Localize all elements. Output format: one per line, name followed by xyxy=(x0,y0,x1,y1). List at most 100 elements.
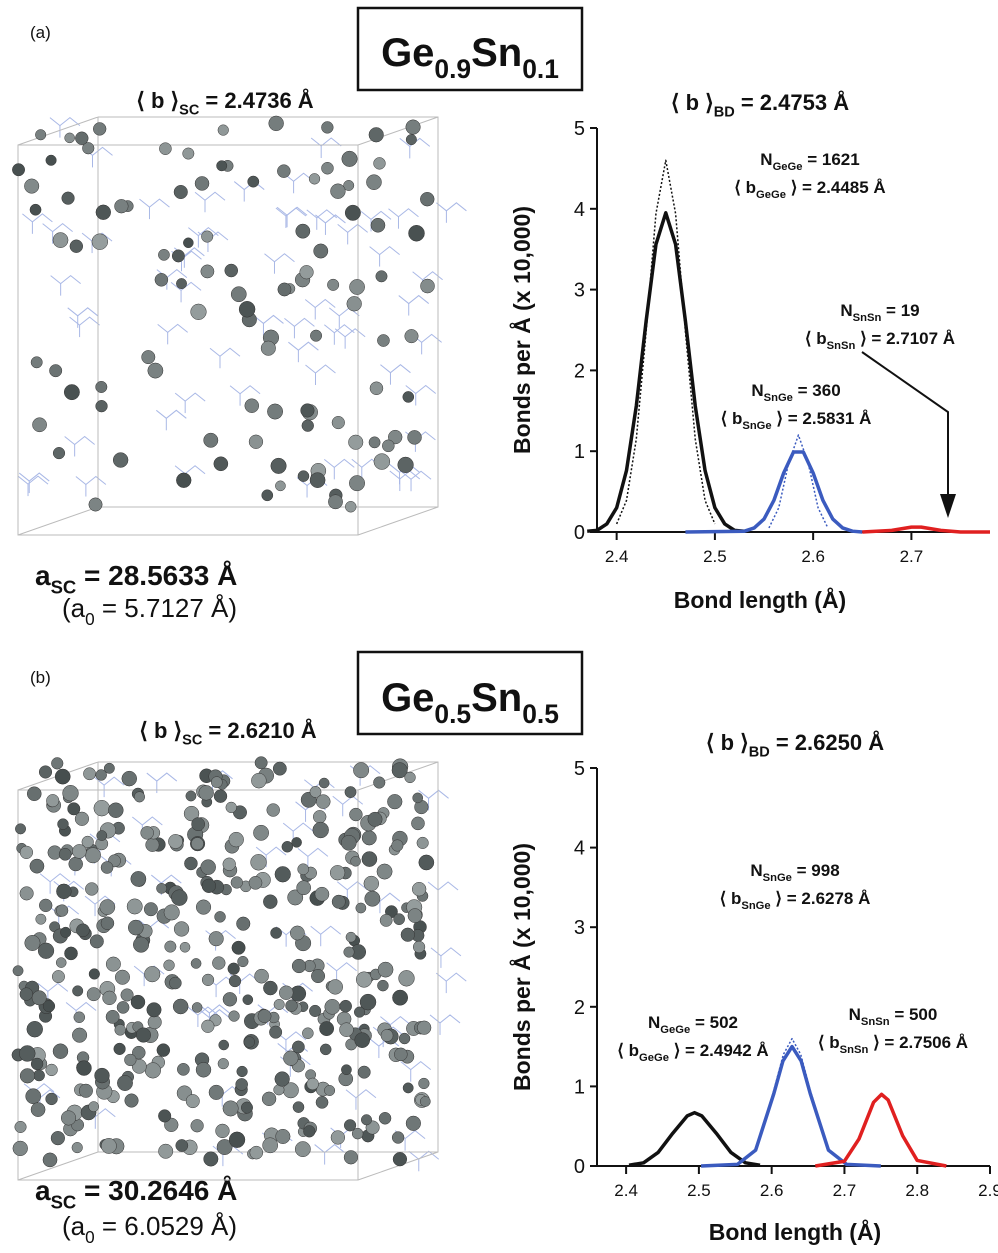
atom xyxy=(190,303,207,320)
y-tick-label: 4 xyxy=(574,838,585,860)
atom xyxy=(270,457,287,474)
atom xyxy=(260,340,276,356)
label: ⟨ b ⟩SC = 2.6210 Å xyxy=(139,717,316,749)
atom xyxy=(81,835,94,848)
atom xyxy=(368,127,384,143)
atom xyxy=(319,1043,332,1056)
supercell-image xyxy=(12,115,467,536)
subscript: SC xyxy=(51,1191,77,1212)
atom xyxy=(330,1130,346,1145)
text-part: N xyxy=(840,301,852,320)
atom xyxy=(321,121,334,134)
atom xyxy=(297,863,310,876)
label: NGeGe = 502 xyxy=(648,1013,738,1036)
atom xyxy=(51,970,65,984)
atom xyxy=(420,278,435,294)
atom xyxy=(353,1006,366,1018)
atom xyxy=(263,894,278,909)
lattice-bond xyxy=(282,822,314,832)
atom xyxy=(201,973,215,986)
atom xyxy=(291,958,307,974)
lattice-bond xyxy=(305,364,336,374)
atom xyxy=(173,184,188,200)
atom xyxy=(230,876,243,889)
text-part: ⟩ = 2.4485 Å xyxy=(786,178,886,197)
atom xyxy=(361,830,377,846)
lattice-bond xyxy=(398,294,430,305)
x-tick-label: 2.5 xyxy=(687,1181,711,1200)
atom xyxy=(95,204,111,220)
label: ⟨ bSnGe ⟩ = 2.6278 Å xyxy=(720,889,871,912)
subscript: SnGe xyxy=(764,392,793,404)
atom xyxy=(176,472,192,488)
atom xyxy=(163,904,180,921)
atom xyxy=(378,1112,392,1125)
atom xyxy=(227,962,240,975)
text-part: ⟨ b xyxy=(818,1033,840,1052)
atom xyxy=(179,941,191,953)
atom xyxy=(135,1027,151,1043)
atom xyxy=(99,899,116,915)
atom xyxy=(309,472,326,488)
atom xyxy=(327,979,343,995)
atom xyxy=(183,805,200,822)
atom xyxy=(38,765,53,779)
lattice-bond xyxy=(284,317,315,327)
atom xyxy=(52,1043,69,1059)
lattice-bond xyxy=(360,210,392,221)
atom xyxy=(176,278,187,290)
atom xyxy=(407,908,423,923)
atom xyxy=(203,1151,219,1167)
atom xyxy=(62,785,79,802)
lattice-bond xyxy=(418,789,449,799)
atom xyxy=(114,969,130,985)
atom xyxy=(274,866,291,883)
atom xyxy=(344,786,357,798)
atom xyxy=(130,871,147,887)
atom xyxy=(198,785,214,801)
atom xyxy=(400,927,415,942)
atom xyxy=(343,946,355,958)
label: ⟨ b ⟩BD = 2.4753 Å xyxy=(671,89,849,121)
text-part: N xyxy=(751,381,763,400)
text-part: = 2.6250 Å xyxy=(770,729,884,755)
atom xyxy=(382,439,395,453)
atom xyxy=(64,946,78,961)
atom xyxy=(201,1019,215,1033)
atom xyxy=(88,497,103,512)
atom xyxy=(158,1109,172,1123)
atom xyxy=(191,1002,203,1013)
atom xyxy=(310,329,323,342)
atom xyxy=(218,1039,230,1051)
atom xyxy=(30,1102,46,1117)
atom xyxy=(366,174,382,190)
subscript: GeGe xyxy=(756,189,786,201)
subscript: SC xyxy=(51,576,77,597)
atom xyxy=(339,1022,354,1037)
lattice-bond xyxy=(75,475,107,486)
atom xyxy=(164,940,177,953)
data-line xyxy=(587,211,745,533)
atom xyxy=(353,762,370,779)
atom xyxy=(412,940,426,954)
lattice-bond xyxy=(37,982,69,993)
lattice-bond xyxy=(174,392,206,402)
text-part: N xyxy=(750,861,762,880)
supercell-image xyxy=(11,756,467,1181)
atom xyxy=(64,132,75,144)
atom xyxy=(200,859,216,875)
atom xyxy=(237,955,249,968)
lattice-bond xyxy=(323,458,355,469)
atom xyxy=(328,494,343,510)
atom xyxy=(63,384,80,401)
atom xyxy=(114,199,129,214)
text-part: = 2.4736 Å xyxy=(199,87,313,113)
label: ⟨ bSnSn ⟩ = 2.7107 Å xyxy=(805,329,955,352)
text-part: Sn xyxy=(471,676,522,720)
lattice-bond xyxy=(42,223,73,233)
y-tick-label: 2 xyxy=(574,360,585,382)
text-part: Ge xyxy=(381,676,434,720)
atom xyxy=(346,296,362,312)
atom xyxy=(175,1139,189,1152)
